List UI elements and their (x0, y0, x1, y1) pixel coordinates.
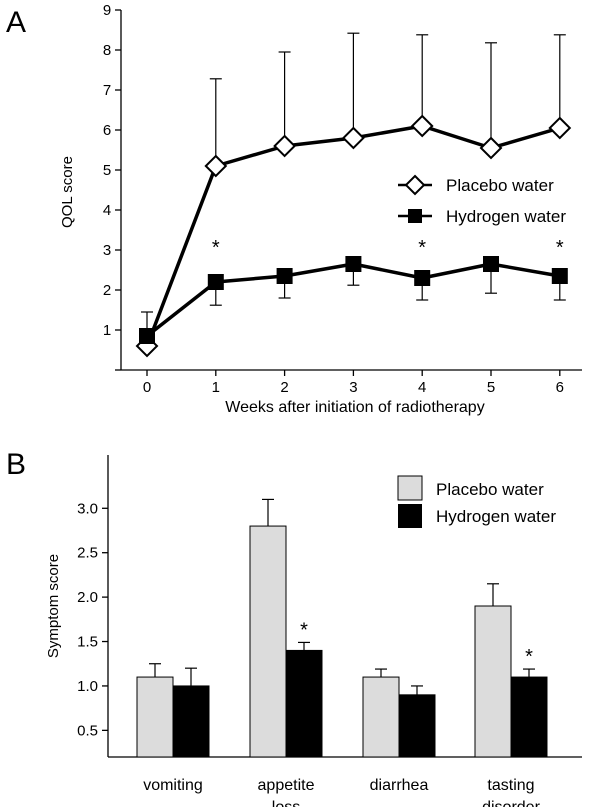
category-label: vomiting (143, 777, 203, 794)
legend-placebo-swatch (397, 475, 423, 501)
significance-star: * (300, 619, 308, 641)
panel-b-error-bars (149, 498, 535, 695)
category-label: tasting (487, 777, 534, 794)
placebo-series-line (145, 124, 561, 347)
panel-a-significance-marks: * * * (212, 237, 564, 259)
hydrogen-point (551, 268, 568, 284)
panel-a-series-lines (145, 124, 561, 347)
panel-b-y-ticks: 0.5 1.0 1.5 2.0 2.5 3.0 (77, 500, 108, 739)
hydrogen-bar (285, 649, 323, 758)
legend-placebo-diamond-icon (404, 174, 426, 196)
x-tick-label: 4 (418, 379, 426, 396)
placebo-bar (249, 525, 287, 758)
hydrogen-point (414, 270, 431, 286)
legend-hydrogen-label: Hydrogen water (446, 207, 566, 226)
hydrogen-bar (172, 685, 210, 758)
category-label: disorder (482, 799, 540, 807)
placebo-bar (362, 676, 400, 758)
legend-placebo-label: Placebo water (446, 176, 554, 195)
x-tick-label: 2 (280, 379, 288, 396)
y-tick-label: 3.0 (77, 500, 98, 517)
significance-star: * (525, 646, 533, 668)
panel-a-error-bars (141, 32, 566, 336)
placebo-point (341, 126, 365, 150)
panel-a-x-title: Weeks after initiation of radiotherapy (225, 399, 484, 416)
hydrogen-point (345, 256, 362, 272)
panel-b-legend: Placebo water Hydrogen water (397, 475, 556, 528)
placebo-point (273, 134, 297, 158)
significance-star: * (556, 237, 564, 259)
panel-b-significance-marks: ** (300, 619, 533, 668)
y-tick-label: 9 (103, 2, 111, 19)
y-tick-label: 5 (103, 162, 111, 179)
panel-a: A 1 2 3 4 5 6 7 8 9 0 1 2 3 4 5 6 * * * QOL score Weeks … (6, 2, 582, 416)
legend-b-hydrogen-label: Hydrogen water (436, 507, 556, 526)
hydrogen-bar (398, 694, 436, 758)
category-label: loss (272, 799, 300, 807)
hydrogen-point (139, 328, 155, 344)
significance-star: * (212, 237, 220, 259)
x-tick-label: 3 (349, 379, 357, 396)
panel-b-category-labels: vomiting appetite loss diarrhea tasting disor… (143, 777, 540, 807)
y-tick-label: 1 (103, 322, 111, 339)
placebo-bar (474, 605, 512, 758)
y-tick-label: 2.5 (77, 545, 98, 562)
y-tick-label: 2.0 (77, 589, 98, 606)
panel-b: B 0.51.01.52.02.53.0 ** vomiting appetite… (6, 448, 582, 807)
x-tick-label: 0 (143, 379, 151, 396)
x-tick-label: 5 (487, 379, 495, 396)
category-label: appetite (258, 777, 315, 794)
panel-a-y-ticks: 1 2 3 4 5 6 7 8 9 (103, 2, 121, 371)
panel-a-letter: A (6, 6, 26, 39)
category-label: diarrhea (370, 777, 429, 794)
hydrogen-point (276, 268, 293, 284)
y-tick-label: 3 (103, 242, 111, 259)
y-tick-label: 2 (103, 282, 111, 299)
legend-hydrogen-swatch (398, 504, 422, 528)
panel-a-legend: Placebo water Hydrogen water (398, 174, 566, 226)
placebo-point (479, 136, 503, 160)
placebo-point (548, 116, 572, 140)
hydrogen-point (207, 274, 224, 290)
y-tick-label: 1.0 (77, 678, 98, 695)
y-tick-label: 1.5 (77, 634, 98, 651)
hydrogen-bar (510, 676, 548, 758)
panel-b-letter: B (6, 448, 26, 481)
legend-hydrogen-square-icon (408, 209, 422, 223)
placebo-bar (136, 676, 174, 758)
y-tick-label: 4 (103, 202, 111, 219)
significance-star: * (418, 237, 426, 259)
panel-b-bars (136, 525, 548, 758)
panel-a-y-title: QOL score (59, 156, 76, 228)
y-tick-label: 7 (103, 82, 111, 99)
panel-a-markers (135, 114, 572, 358)
placebo-point (204, 154, 228, 178)
panel-b-y-title: Symptom score (45, 554, 62, 658)
y-tick-label: 8 (103, 42, 111, 59)
placebo-point (410, 114, 434, 138)
x-tick-label: 6 (556, 379, 564, 396)
legend-b-placebo-label: Placebo water (436, 480, 544, 499)
hydrogen-point (483, 256, 499, 272)
y-tick-label: 6 (103, 122, 111, 139)
x-tick-label: 1 (212, 379, 220, 396)
panel-a-x-ticks: 0 1 2 3 4 5 6 (143, 370, 564, 396)
y-tick-label: 0.5 (77, 722, 98, 739)
